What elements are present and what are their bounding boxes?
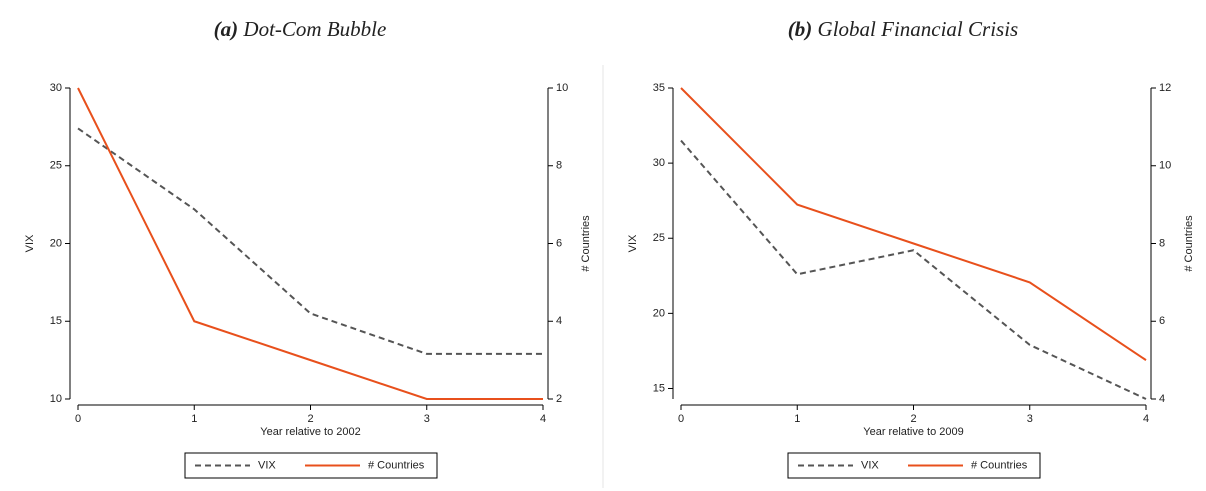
- y2-tick-label: 6: [556, 237, 562, 249]
- x-axis-label: Year relative to 2002: [260, 426, 361, 438]
- y2-tick-label: 12: [1159, 82, 1171, 94]
- series-line: [680, 87, 1147, 361]
- legend-label: VIX: [258, 459, 276, 471]
- x-tick-label: 3: [424, 413, 430, 425]
- y-tick-label: 25: [653, 232, 665, 244]
- y2-tick-label: 10: [1159, 160, 1171, 172]
- y-tick-label: 20: [653, 307, 665, 319]
- panel-label: (a): [214, 17, 239, 41]
- x-tick-label: 2: [307, 413, 313, 425]
- legend-label: # Countries: [368, 459, 425, 471]
- x-tick-label: 4: [1143, 413, 1149, 425]
- y-tick-label: 35: [653, 82, 665, 94]
- x-tick-label: 0: [678, 413, 684, 425]
- y-tick-label: 10: [50, 393, 62, 405]
- series-line: [77, 127, 543, 355]
- x-tick-label: 4: [540, 413, 546, 425]
- series-line: [680, 139, 1147, 400]
- panel-title-text: Dot-Com Bubble: [242, 17, 386, 41]
- y-tick-label: 20: [50, 237, 62, 249]
- y-tick-label: 30: [50, 82, 62, 94]
- y-tick-label: 30: [653, 157, 665, 169]
- x-tick-label: 1: [191, 413, 197, 425]
- y-axis-label: VIX: [24, 234, 36, 252]
- y2-tick-label: 8: [1159, 237, 1165, 249]
- x-tick-label: 3: [1027, 413, 1033, 425]
- y-axis-label: VIX: [627, 234, 639, 252]
- panel-title: (b) Global Financial Crisis: [788, 17, 1018, 41]
- y2-tick-label: 4: [556, 315, 562, 327]
- y2-tick-label: 10: [556, 82, 568, 94]
- y2-tick-label: 4: [1159, 393, 1165, 405]
- panel-label: (b): [788, 17, 813, 41]
- y-tick-label: 25: [50, 160, 62, 172]
- x-axis-label: Year relative to 2009: [863, 426, 964, 438]
- x-tick-label: 1: [794, 413, 800, 425]
- y2-tick-label: 6: [1159, 315, 1165, 327]
- legend-label: # Countries: [971, 459, 1028, 471]
- x-tick-label: 2: [910, 413, 916, 425]
- panel-title-text: Global Financial Crisis: [818, 17, 1019, 41]
- y-tick-label: 15: [653, 382, 665, 394]
- y2-axis-label: # Countries: [1183, 215, 1195, 272]
- series-line: [77, 87, 543, 400]
- y-tick-label: 15: [50, 315, 62, 327]
- y2-axis-label: # Countries: [580, 215, 592, 272]
- panel-title: (a) Dot-Com Bubble: [214, 17, 387, 41]
- legend-label: VIX: [861, 459, 879, 471]
- x-tick-label: 0: [75, 413, 81, 425]
- y2-tick-label: 2: [556, 393, 562, 405]
- y2-tick-label: 8: [556, 160, 562, 172]
